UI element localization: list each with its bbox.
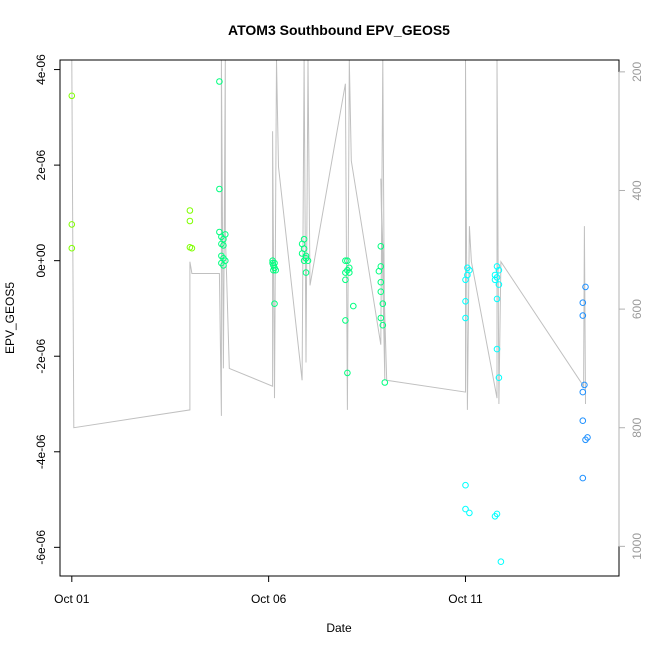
data-point	[462, 298, 469, 305]
data-point	[218, 240, 225, 248]
x-tick-label: Oct 11	[448, 592, 483, 606]
data-point	[271, 300, 278, 308]
x-tick-label: Oct 06	[251, 592, 287, 606]
data-point	[379, 300, 387, 308]
data-point	[579, 388, 587, 396]
data-point	[270, 266, 277, 274]
x-axis: Oct 01 Oct 06 Oct 11	[54, 575, 483, 606]
data-point	[581, 381, 588, 389]
data-point	[497, 558, 505, 566]
data-point	[381, 379, 389, 386]
data-point	[300, 257, 308, 265]
data-point	[582, 283, 589, 291]
data-point	[493, 263, 501, 270]
data-point	[462, 481, 469, 489]
data-point	[346, 269, 353, 276]
data-point	[222, 231, 229, 238]
data-point	[342, 257, 349, 265]
data-point	[462, 505, 469, 513]
data-point	[220, 242, 227, 249]
y-tick-label: -2e-06	[34, 339, 48, 374]
data-point	[493, 510, 501, 518]
data-point	[342, 269, 349, 276]
data-point	[375, 267, 383, 275]
data-point	[302, 269, 310, 276]
secondary-tick-label: 600	[630, 299, 644, 319]
secondary-tick-label: 400	[630, 180, 644, 200]
data-point	[579, 417, 587, 425]
data-point	[186, 217, 194, 225]
secondary-y-axis: 200 400 600 800 1000	[618, 62, 644, 560]
data-point	[344, 257, 351, 265]
data-point	[342, 276, 349, 284]
data-point	[186, 207, 194, 214]
data-point	[495, 281, 503, 288]
data-point	[377, 243, 385, 250]
chart-title: ATOM3 Southbound EPV_GEOS5	[228, 22, 450, 38]
data-point	[377, 278, 385, 286]
data-point	[216, 78, 223, 85]
y-axis: 4e-06 2e-06 0e+00 -2e-06 -4e-06 -6e-06	[34, 54, 60, 565]
secondary-tick-label: 200	[630, 62, 644, 82]
y-tick-label: -6e-06	[34, 530, 48, 565]
data-point	[68, 244, 76, 252]
data-point	[493, 345, 501, 353]
data-point	[491, 276, 499, 284]
data-point	[379, 321, 387, 329]
data-point	[346, 264, 353, 272]
data-point	[462, 276, 469, 284]
data-point	[342, 317, 349, 324]
data-point	[218, 259, 225, 267]
data-point	[495, 266, 503, 274]
data-point	[350, 302, 357, 310]
data-point	[68, 92, 76, 100]
data-point	[216, 185, 223, 193]
data-point	[579, 312, 587, 319]
y-tick-label: 0e+00	[34, 243, 48, 277]
data-point	[377, 288, 385, 296]
secondary-tick-label: 1000	[630, 533, 644, 560]
data-point	[304, 257, 312, 265]
y-tick-label: 4e-06	[34, 54, 48, 85]
data-point	[495, 374, 503, 382]
data-point	[579, 299, 587, 307]
y-tick-label: -4e-06	[34, 434, 48, 469]
data-point	[188, 244, 196, 252]
data-point	[493, 295, 501, 303]
secondary-tick-label: 800	[630, 417, 644, 437]
data-point	[462, 314, 469, 322]
x-tick-label: Oct 01	[54, 592, 90, 606]
points-layer	[68, 78, 591, 566]
x-axis-label: Date	[326, 621, 352, 635]
data-point	[271, 259, 278, 267]
data-point	[582, 436, 589, 444]
data-point	[579, 474, 587, 482]
data-point	[68, 221, 76, 228]
y-axis-label: EPV_GEOS5	[3, 282, 17, 354]
y-tick-label: 2e-06	[34, 149, 48, 180]
data-point	[377, 314, 385, 322]
data-point	[344, 369, 351, 377]
data-point	[272, 266, 280, 274]
data-point	[466, 509, 473, 517]
